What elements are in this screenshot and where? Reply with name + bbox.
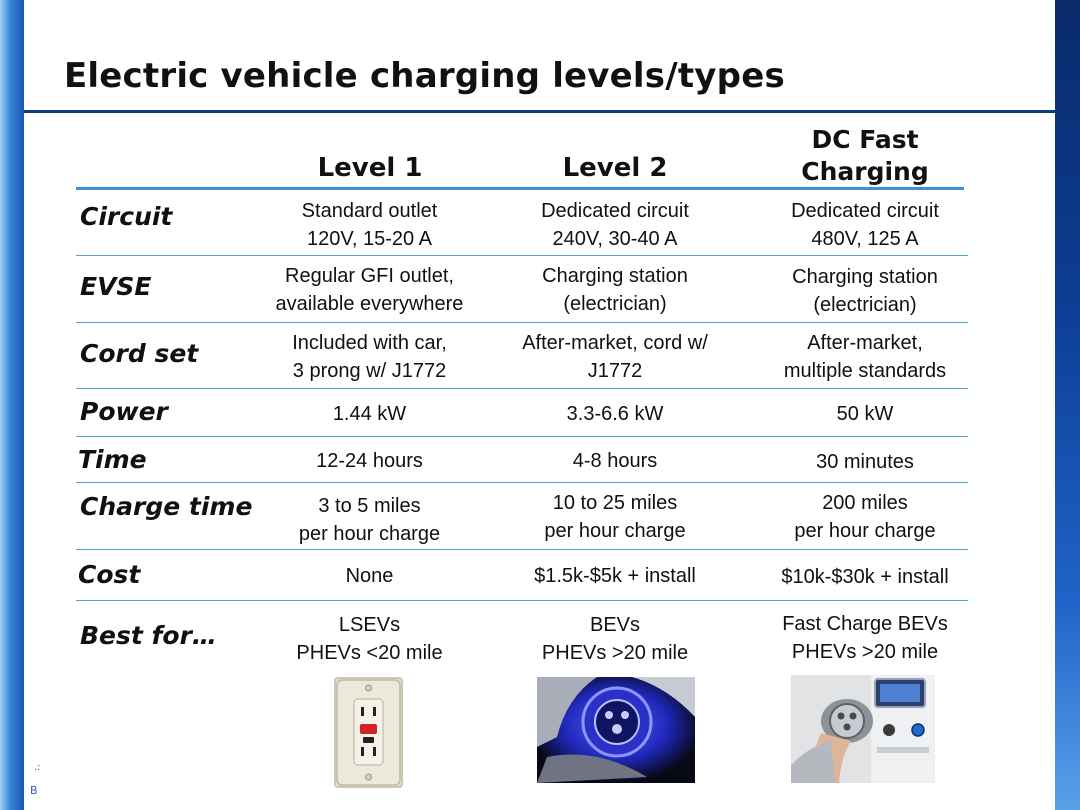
circuit-level1: Standard outlet 120V, 15-20 A [301,200,438,250]
time-level1: 12-24 hours [316,450,423,472]
row-label-circuit: Circuit [80,202,173,231]
dc-fast-charger-icon [791,675,935,783]
chargetime-level2: 10 to 25 miles per hour charge [544,492,686,542]
row-divider [76,549,968,550]
chargetime-dc: 200 miles per hour charge [794,492,936,542]
bestfor-level1: LSEVs PHEVs <20 mile [296,614,443,664]
right-accent-bar [1055,0,1080,810]
header-dc-fast: DC Fast Charging [775,124,955,188]
chargetime-level1: 3 to 5 miles per hour charge [298,495,441,545]
title-divider [24,110,1055,113]
row-divider [76,388,968,389]
evse-dc: Charging station (electrician) [792,266,938,316]
footer-logo-mark: B [30,784,38,797]
footer-logo-dots: .: [34,762,41,773]
time-level2: 4-8 hours [572,450,658,472]
cordset-level2: After-market, cord w/ J1772 [522,332,708,382]
evse-level2: Charging station (electrician) [542,265,688,315]
slide-title: Electric vehicle charging levels/types [64,56,785,96]
header-divider [76,187,964,190]
cordset-level1: Included with car, 3 prong w/ J1772 [292,332,447,382]
power-dc: 50 kW [836,403,894,425]
row-label-evse: EVSE [80,272,152,301]
circuit-level2: Dedicated circuit 240V, 30-40 A [541,200,689,250]
cost-level1: None [345,565,394,587]
row-label-charge-time: Charge time [80,492,253,521]
header-dc-fast-line1: DC Fast [811,125,919,154]
row-label-best-for: Best for… [80,621,217,650]
row-divider [76,482,968,483]
row-divider [76,600,968,601]
row-label-cord-set: Cord set [80,339,199,368]
power-level1: 1.44 kW [332,403,407,425]
header-dc-fast-line2: Charging [801,157,929,186]
cordset-dc: After-market, multiple standards [783,332,947,382]
header-level-1: Level 1 [317,153,423,183]
row-label-cost: Cost [78,560,141,589]
cost-level2: $1.5k-$5k + install [534,565,696,587]
bestfor-level2: BEVs PHEVs >20 mile [541,614,689,664]
header-level-2: Level 2 [562,153,668,183]
left-accent-bar [0,0,24,810]
bestfor-dc: Fast Charge BEVs PHEVs >20 mile [782,613,948,663]
time-dc: 30 minutes [816,451,914,473]
charging-port-icon [537,677,695,783]
power-level2: 3.3-6.6 kW [566,403,664,425]
row-label-time: Time [78,445,147,474]
row-divider [76,255,968,256]
row-divider [76,322,968,323]
row-divider [76,436,968,437]
cost-dc: $10k-$30k + install [781,566,949,588]
evse-level1: Regular GFI outlet, available everywhere [275,265,464,315]
circuit-dc: Dedicated circuit 480V, 125 A [791,200,939,250]
gfi-outlet-icon [334,677,403,788]
row-label-power: Power [80,397,168,426]
